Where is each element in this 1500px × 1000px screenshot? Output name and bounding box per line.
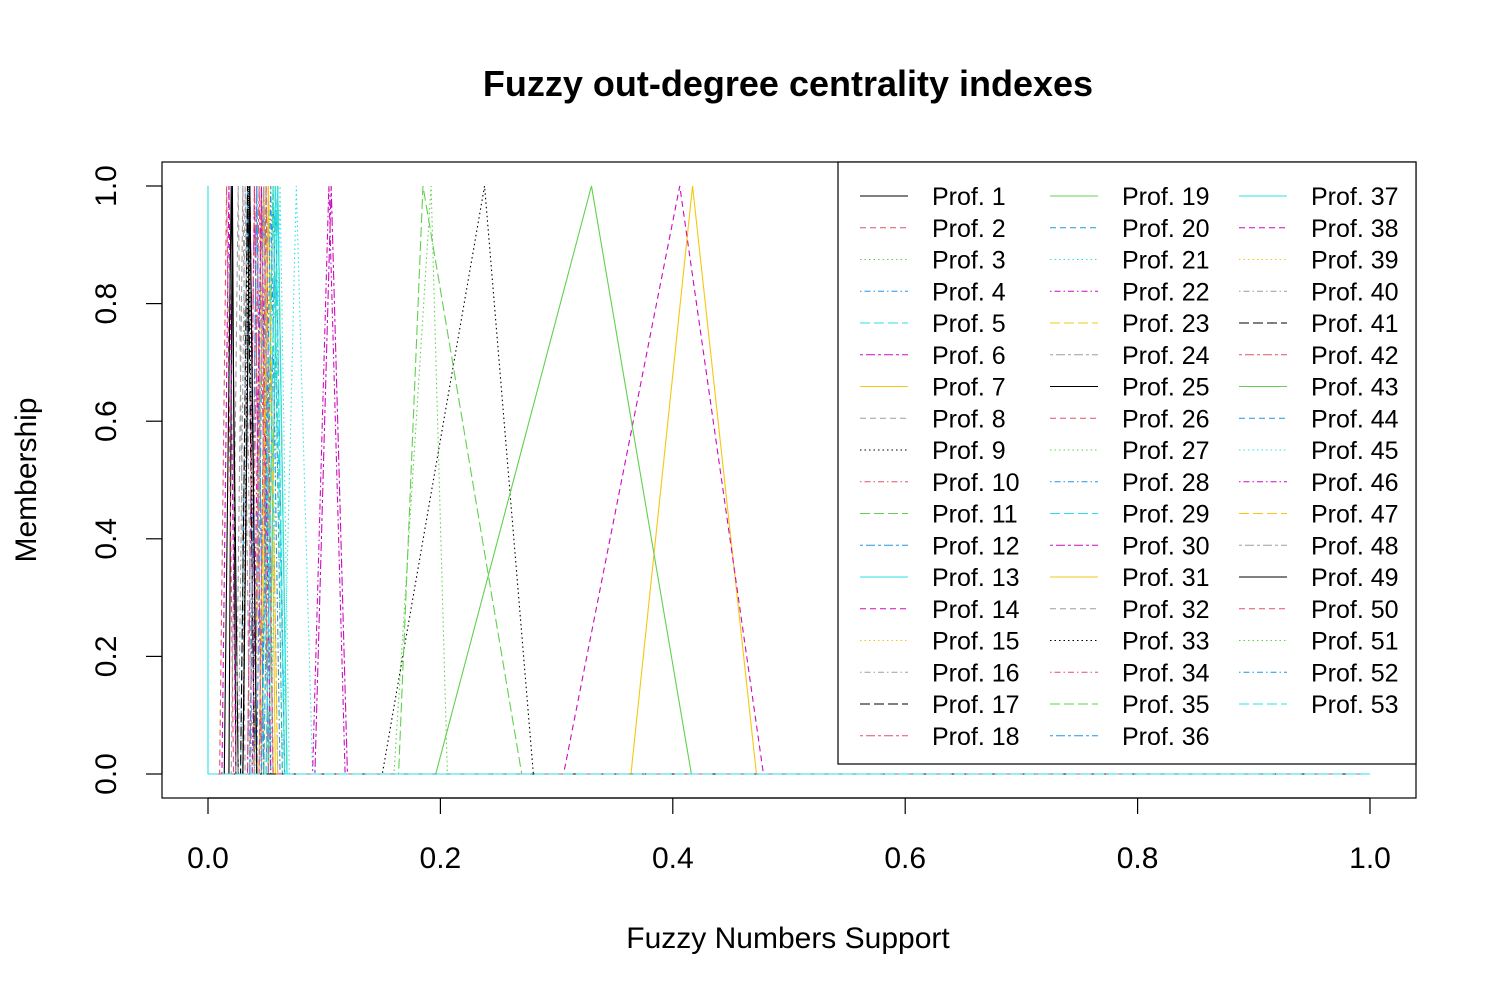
legend-label: Prof. 50 bbox=[1311, 596, 1399, 624]
legend-label: Prof. 42 bbox=[1311, 342, 1399, 370]
series-line-prof-30 bbox=[208, 185, 1370, 775]
x-axis-label: Fuzzy Numbers Support bbox=[626, 922, 950, 955]
legend-label: Prof. 38 bbox=[1311, 215, 1399, 243]
x-tick-label: 0.8 bbox=[1117, 842, 1159, 875]
legend-label: Prof. 8 bbox=[932, 405, 1006, 433]
legend-label: Prof. 48 bbox=[1311, 532, 1399, 560]
series-line-prof-53 bbox=[208, 185, 1370, 775]
x-tick-label: 0.2 bbox=[420, 842, 462, 875]
legend-label: Prof. 12 bbox=[932, 532, 1020, 560]
legend-label: Prof. 22 bbox=[1122, 278, 1210, 306]
y-tick-label: 0.0 bbox=[90, 753, 123, 795]
legend-label: Prof. 31 bbox=[1122, 564, 1210, 592]
legend-label: Prof. 7 bbox=[932, 374, 1006, 402]
x-tick-label: 1.0 bbox=[1349, 842, 1391, 875]
y-axis-label: Membership bbox=[10, 397, 43, 562]
x-axis: 0.0 0.2 0.4 0.6 0.8 1.0 bbox=[187, 797, 1391, 875]
legend-label: Prof. 46 bbox=[1311, 469, 1399, 497]
legend-label: Prof. 37 bbox=[1311, 183, 1399, 211]
legend-label: Prof. 41 bbox=[1311, 310, 1399, 338]
y-tick-label: 1.0 bbox=[90, 165, 123, 207]
legend-label: Prof. 11 bbox=[932, 501, 1018, 529]
legend-label: Prof. 5 bbox=[932, 310, 1006, 338]
legend-label: Prof. 34 bbox=[1122, 659, 1210, 687]
legend-label: Prof. 45 bbox=[1311, 437, 1399, 465]
legend-label: Prof. 18 bbox=[932, 723, 1020, 751]
series-line-prof-32 bbox=[208, 185, 1370, 775]
legend-label: Prof. 30 bbox=[1122, 532, 1210, 560]
legend-label: Prof. 10 bbox=[932, 469, 1020, 497]
legend-label: Prof. 21 bbox=[1122, 247, 1210, 275]
x-tick-label: 0.4 bbox=[652, 842, 694, 875]
legend-label: Prof. 13 bbox=[932, 564, 1020, 592]
legend-label: Prof. 16 bbox=[932, 659, 1020, 687]
y-tick-label: 0.8 bbox=[90, 283, 123, 325]
legend-label: Prof. 24 bbox=[1122, 342, 1210, 370]
legend-label: Prof. 26 bbox=[1122, 405, 1210, 433]
legend-items: Prof. 1 Prof. 2 Prof. 3 Prof. 4 Prof. 5 Prof.… bbox=[860, 183, 1399, 751]
legend-label: Prof. 17 bbox=[932, 691, 1020, 719]
legend-label: Prof. 23 bbox=[1122, 310, 1210, 338]
series-line-prof-14 bbox=[208, 185, 1370, 775]
y-tick-label: 0.2 bbox=[90, 636, 123, 678]
x-tick-label: 0.0 bbox=[187, 842, 229, 875]
legend-label: Prof. 40 bbox=[1311, 278, 1399, 306]
legend-label: Prof. 36 bbox=[1122, 723, 1210, 751]
legend-label: Prof. 53 bbox=[1311, 691, 1399, 719]
series-layer bbox=[207, 185, 1370, 775]
legend-box bbox=[837, 161, 1417, 765]
legend-label: Prof. 3 bbox=[932, 247, 1006, 275]
legend: Prof. 1 Prof. 2 Prof. 3 Prof. 4 Prof. 5 Prof.… bbox=[837, 161, 1417, 765]
legend-label: Prof. 2 bbox=[932, 215, 1006, 243]
legend-label: Prof. 19 bbox=[1122, 183, 1210, 211]
legend-label: Prof. 39 bbox=[1311, 247, 1399, 275]
legend-label: Prof. 43 bbox=[1311, 374, 1399, 402]
legend-label: Prof. 29 bbox=[1122, 501, 1210, 529]
legend-label: Prof. 4 bbox=[932, 278, 1006, 306]
legend-label: Prof. 33 bbox=[1122, 628, 1210, 656]
legend-label: Prof. 25 bbox=[1122, 374, 1210, 402]
y-tick-label: 0.6 bbox=[90, 400, 123, 442]
legend-label: Prof. 9 bbox=[932, 437, 1006, 465]
legend-label: Prof. 44 bbox=[1311, 405, 1399, 433]
legend-label: Prof. 6 bbox=[932, 342, 1006, 370]
legend-label: Prof. 47 bbox=[1311, 501, 1399, 529]
chart-title: Fuzzy out-degree centrality indexes bbox=[483, 63, 1093, 104]
y-axis: 0.0 0.2 0.4 0.6 0.8 1.0 bbox=[90, 165, 163, 795]
legend-label: Prof. 52 bbox=[1311, 659, 1399, 687]
legend-label: Prof. 15 bbox=[932, 628, 1020, 656]
x-tick-label: 0.6 bbox=[884, 842, 926, 875]
legend-label: Prof. 35 bbox=[1122, 691, 1210, 719]
legend-label: Prof. 1 bbox=[932, 183, 1006, 211]
legend-label: Prof. 32 bbox=[1122, 596, 1210, 624]
legend-label: Prof. 51 bbox=[1311, 628, 1399, 656]
legend-label: Prof. 28 bbox=[1122, 469, 1210, 497]
y-tick-label: 0.4 bbox=[90, 518, 123, 560]
legend-label: Prof. 27 bbox=[1122, 437, 1210, 465]
legend-label: Prof. 20 bbox=[1122, 215, 1210, 243]
legend-label: Prof. 49 bbox=[1311, 564, 1399, 592]
legend-label: Prof. 14 bbox=[932, 596, 1020, 624]
